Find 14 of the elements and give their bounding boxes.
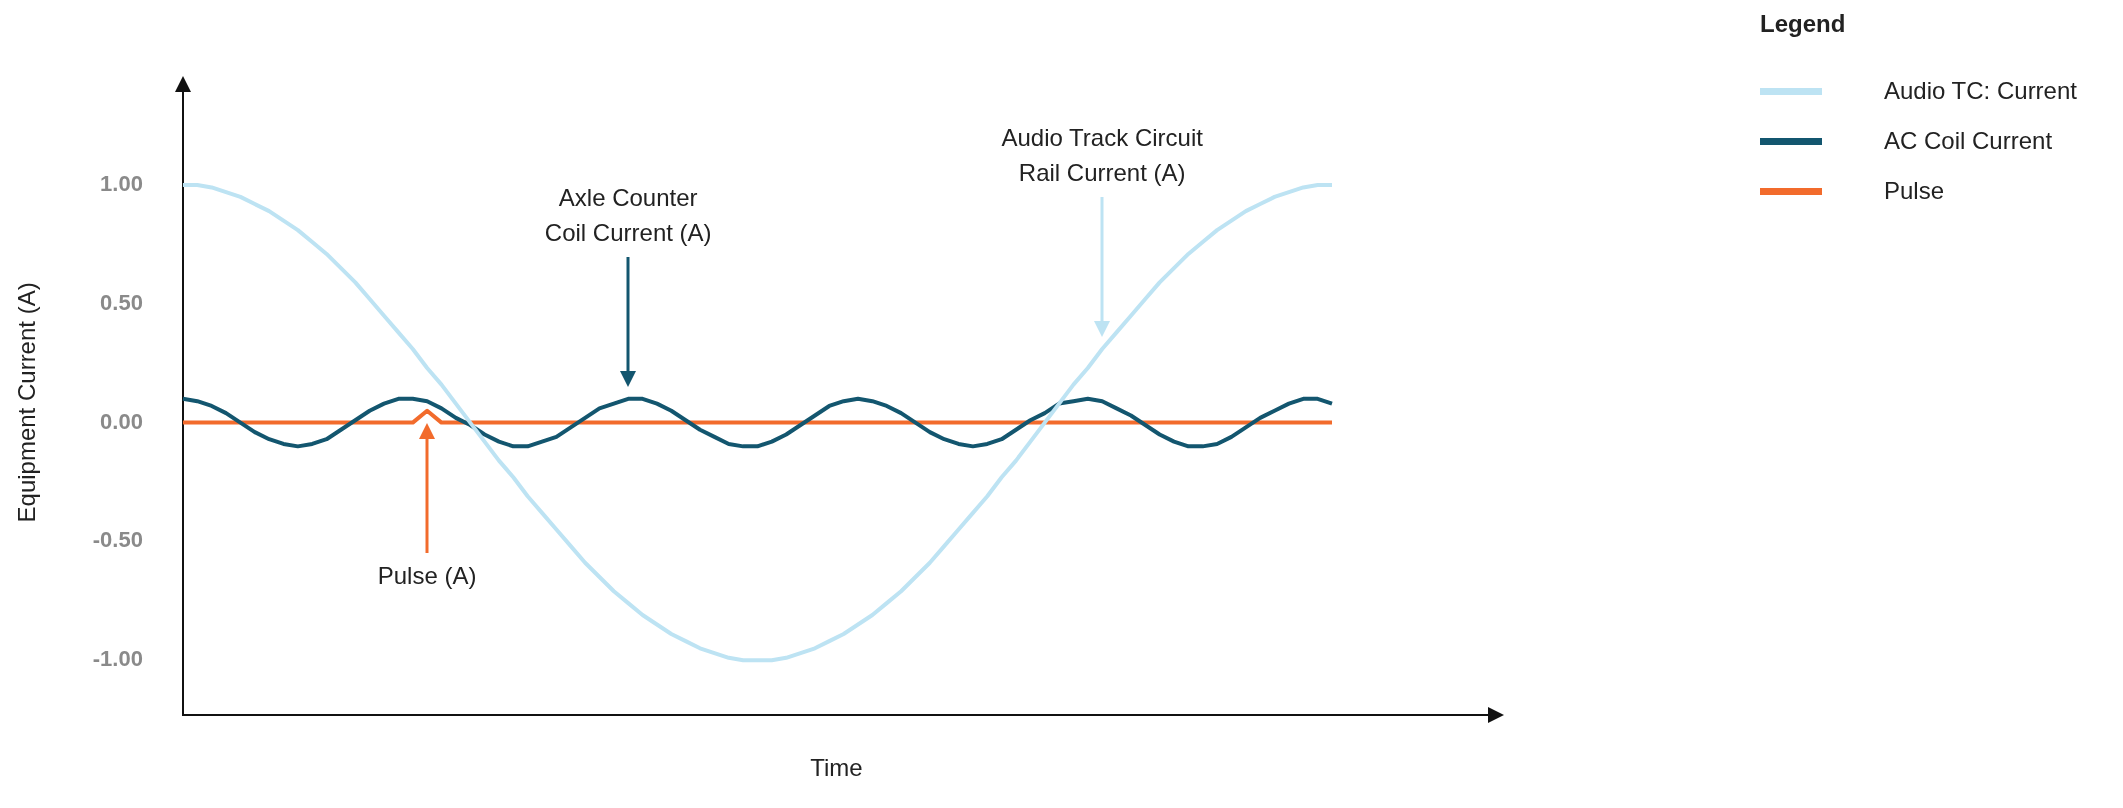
y-tick-label: -1.00 bbox=[92, 646, 143, 672]
annotation: Axle Counter Coil Current (A) bbox=[544, 182, 712, 248]
text: Audio TC: Current bbox=[1884, 77, 2077, 105]
y-tick-label: 1.00 bbox=[100, 171, 143, 197]
text: AC Coil Current bbox=[1884, 127, 2053, 155]
y-tick-label: 0.00 bbox=[100, 408, 143, 434]
annotation: Pulse (A) bbox=[377, 560, 477, 591]
y-axis-title: Equipment Current (A) bbox=[13, 282, 41, 523]
y-tick-label: 0.50 bbox=[100, 289, 143, 315]
y-tick-label: -0.50 bbox=[92, 527, 143, 553]
text: Pulse bbox=[1884, 177, 1945, 205]
annotation: Audio Track Circuit Rail Current (A) bbox=[1001, 122, 1203, 188]
x-axis-title: Time bbox=[810, 754, 863, 782]
legend-title: Legend bbox=[1760, 10, 1847, 38]
